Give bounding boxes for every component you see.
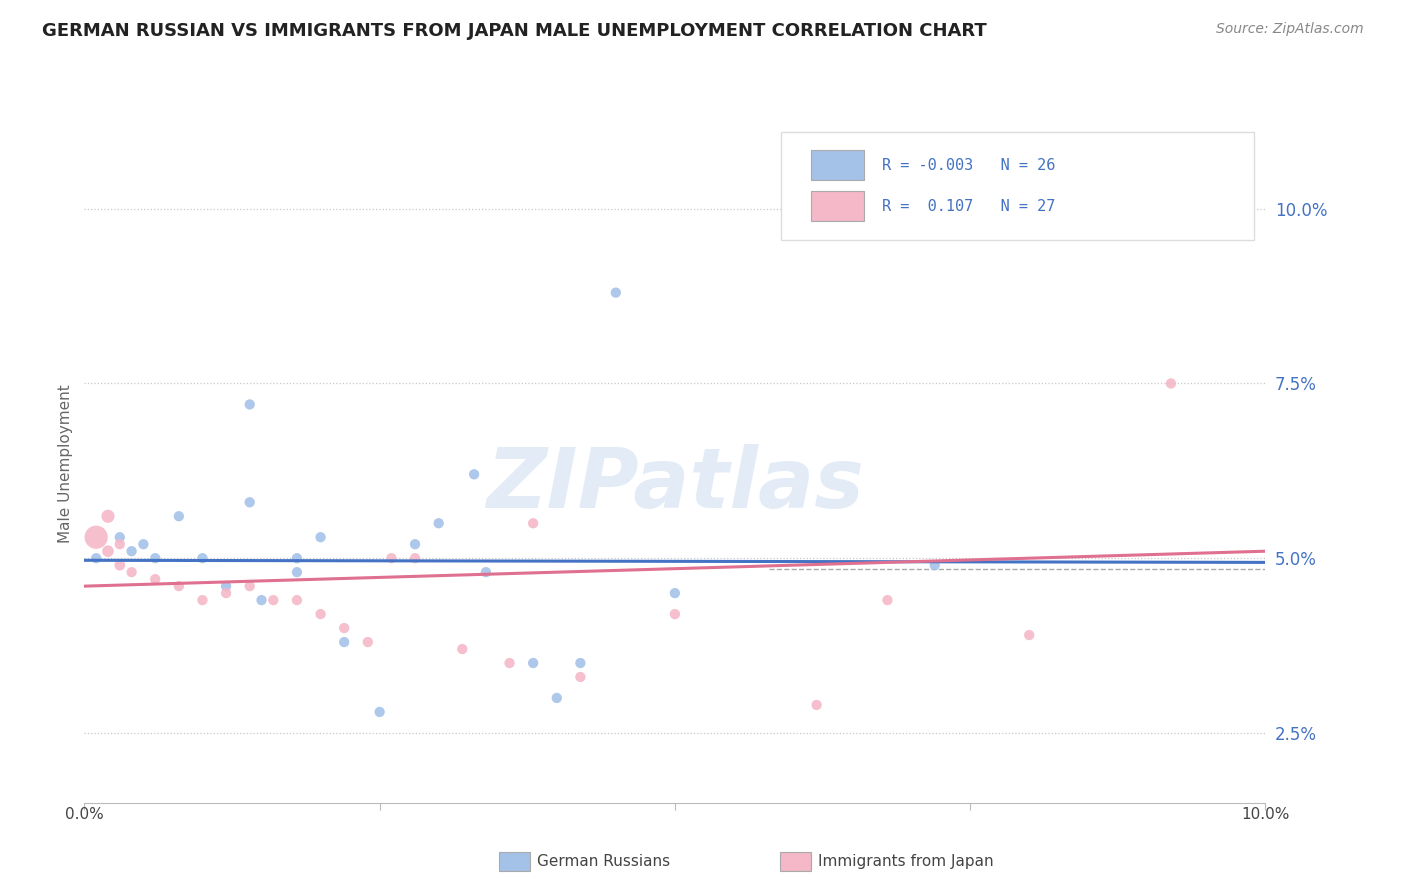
Point <box>569 670 592 684</box>
Point <box>215 586 238 600</box>
Point <box>121 544 143 558</box>
Y-axis label: Male Unemployment: Male Unemployment <box>58 384 73 543</box>
Text: 0.0%: 0.0% <box>65 807 104 822</box>
FancyBboxPatch shape <box>811 191 863 221</box>
FancyBboxPatch shape <box>782 132 1254 240</box>
Text: 10.0%: 10.0% <box>1241 807 1289 822</box>
Point <box>664 586 686 600</box>
Point <box>239 579 262 593</box>
Point <box>357 635 380 649</box>
Point <box>215 579 238 593</box>
Point <box>239 495 262 509</box>
Point <box>451 642 474 657</box>
Point <box>664 607 686 621</box>
Point <box>522 656 544 670</box>
Point <box>546 690 568 705</box>
Point <box>605 285 627 300</box>
Text: R = -0.003   N = 26: R = -0.003 N = 26 <box>882 158 1054 173</box>
Point <box>285 593 308 607</box>
Point <box>876 593 898 607</box>
Point <box>380 551 402 566</box>
Point <box>250 593 273 607</box>
Point <box>108 537 131 551</box>
Point <box>167 509 190 524</box>
Point <box>191 551 214 566</box>
Text: Immigrants from Japan: Immigrants from Japan <box>818 855 994 869</box>
Point <box>1160 376 1182 391</box>
Point <box>108 558 131 573</box>
Point <box>368 705 391 719</box>
Point <box>97 544 120 558</box>
Point <box>84 530 107 544</box>
Point <box>285 551 308 566</box>
Point <box>132 537 155 551</box>
Point <box>463 467 485 482</box>
Point <box>427 516 450 531</box>
Point <box>333 621 356 635</box>
Point <box>309 530 332 544</box>
Point <box>333 635 356 649</box>
Text: Source: ZipAtlas.com: Source: ZipAtlas.com <box>1216 22 1364 37</box>
Point <box>569 656 592 670</box>
Point <box>108 530 131 544</box>
Point <box>97 509 120 524</box>
Point <box>924 558 946 573</box>
Point <box>191 593 214 607</box>
Point <box>167 579 190 593</box>
Point <box>143 551 166 566</box>
Text: ZIPatlas: ZIPatlas <box>486 443 863 524</box>
Point <box>121 565 143 579</box>
Text: GERMAN RUSSIAN VS IMMIGRANTS FROM JAPAN MALE UNEMPLOYMENT CORRELATION CHART: GERMAN RUSSIAN VS IMMIGRANTS FROM JAPAN … <box>42 22 987 40</box>
Point <box>285 565 308 579</box>
Point <box>239 397 262 411</box>
Point <box>498 656 520 670</box>
Point <box>806 698 828 712</box>
Point <box>143 572 166 586</box>
FancyBboxPatch shape <box>811 150 863 180</box>
Point <box>404 537 426 551</box>
Point <box>84 551 107 566</box>
Text: R =  0.107   N = 27: R = 0.107 N = 27 <box>882 199 1054 214</box>
Point <box>262 593 284 607</box>
Point <box>404 551 426 566</box>
Text: German Russians: German Russians <box>537 855 671 869</box>
Point <box>475 565 498 579</box>
Point <box>522 516 544 531</box>
Point <box>1018 628 1040 642</box>
Point <box>309 607 332 621</box>
